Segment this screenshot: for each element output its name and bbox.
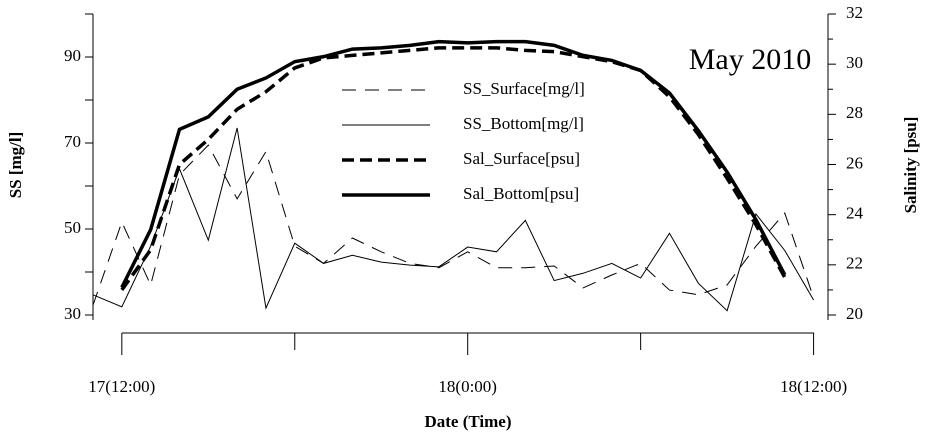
y-axis-label: SS [mg/l] <box>6 132 25 199</box>
y2-tick-label: 28 <box>846 103 863 122</box>
y-tick-label: 50 <box>64 218 81 237</box>
series-line <box>120 39 787 289</box>
series-line <box>92 127 815 312</box>
y2-tick-label: 20 <box>846 304 863 323</box>
x-axis-label: Date (Time) <box>424 412 511 431</box>
y2-tick-label: 22 <box>846 254 863 273</box>
y2-tick-label: 26 <box>846 153 863 172</box>
y2-tick-label: 24 <box>846 204 864 223</box>
y-tick-label: 90 <box>64 46 81 65</box>
series-line <box>92 144 815 306</box>
annotation: May 2010 <box>689 43 812 76</box>
legend-label: SS_Bottom[mg/l] <box>463 114 584 133</box>
y-tick-label: 70 <box>64 132 81 151</box>
series-line <box>120 46 787 291</box>
y2-tick-label: 32 <box>846 3 863 22</box>
legend-label: Sal_Bottom[psu] <box>463 184 579 203</box>
x-tick-label: 17(12:00) <box>88 377 155 396</box>
legend-label: Sal_Surface[psu] <box>463 149 580 168</box>
y2-axis-label: Salinity [psu] <box>901 117 920 214</box>
x-tick-label: 18(0:00) <box>438 377 497 396</box>
x-tick-label: 18(12:00) <box>780 377 847 396</box>
y-tick-label: 30 <box>64 304 81 323</box>
y2-tick-label: 30 <box>846 53 863 72</box>
legend-label: SS_Surface[mg/l] <box>463 79 585 98</box>
